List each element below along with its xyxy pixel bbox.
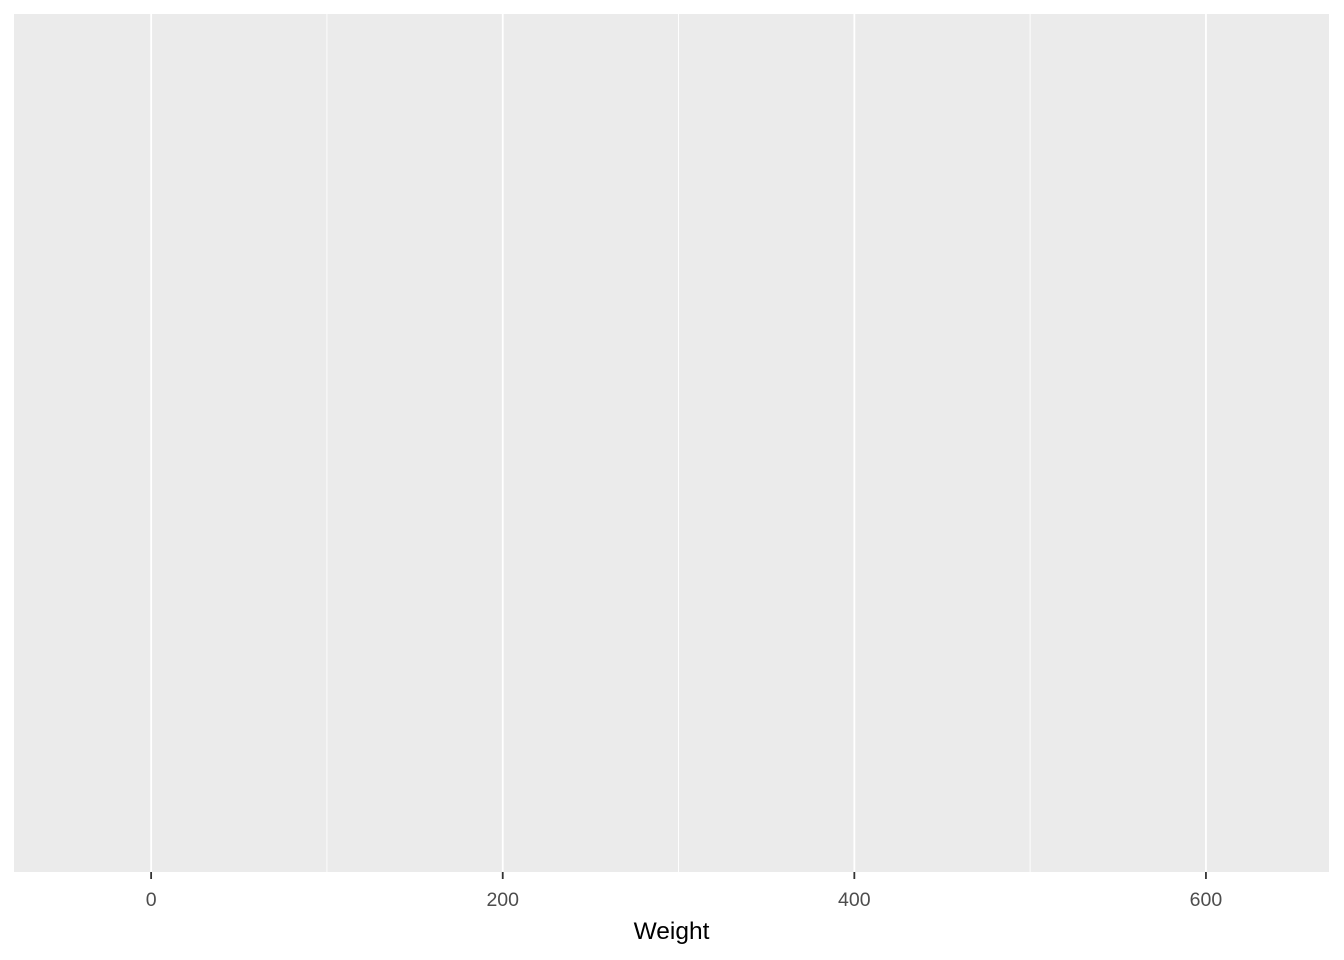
x-tick-label-0: 0 <box>146 889 157 911</box>
x-tick-label-200: 200 <box>486 889 519 911</box>
x-axis-tick-labels: 0 200 400 600 <box>146 889 1223 911</box>
x-tick-label-600: 600 <box>1190 889 1223 911</box>
plot-panel <box>14 14 1329 872</box>
x-axis-ticks <box>150 872 1207 879</box>
minor-gridlines <box>326 14 1031 872</box>
x-tick-label-400: 400 <box>838 889 871 911</box>
x-axis-title: Weight <box>634 918 710 945</box>
major-gridlines <box>150 14 1207 872</box>
